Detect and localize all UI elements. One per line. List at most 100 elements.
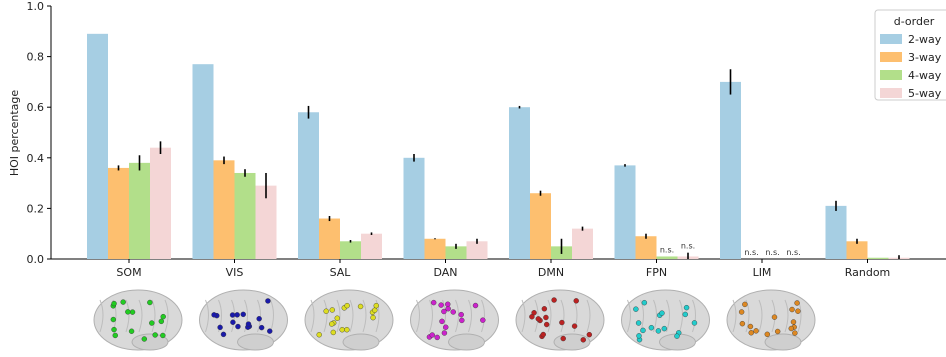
brain-render <box>515 289 605 351</box>
brain-node-dot <box>111 326 117 333</box>
bar-som-5-way <box>150 147 171 259</box>
brain-sulcus <box>481 299 485 333</box>
brain-render <box>726 289 816 351</box>
bar-dan-3-way <box>424 238 446 259</box>
brain-sulcus <box>164 299 169 333</box>
brain-node-dot <box>641 299 648 306</box>
brain-node-dot <box>636 333 642 339</box>
bar-random-3-way <box>846 241 868 259</box>
bar-dan-4-way <box>445 246 467 259</box>
brain-node-dot <box>443 324 449 330</box>
bars-group <box>87 33 910 260</box>
bar-dan-5-way <box>466 241 488 259</box>
brain-node-dot <box>111 300 117 307</box>
brain-node-dot <box>691 320 698 326</box>
bar-sal-5-way <box>361 233 382 259</box>
legend-label: 4-way <box>908 69 942 82</box>
x-tick-label: DAN <box>433 266 457 279</box>
brain-sulcus <box>151 299 156 333</box>
brain-cerebellum <box>448 333 485 351</box>
brain-node-dot <box>580 337 586 343</box>
brain-node-dot <box>128 328 135 334</box>
ns-annotation: n.s. <box>744 248 758 257</box>
legend-label: 3-way <box>908 51 942 64</box>
x-tick-label: SOM <box>116 266 141 279</box>
brain-node-dot <box>458 311 464 318</box>
brain-node-dot <box>445 306 451 312</box>
brain-node-dot <box>373 302 379 309</box>
brain-sulcus <box>138 299 143 333</box>
brain-node-dot <box>529 314 535 320</box>
brain-node-dot <box>459 317 465 324</box>
brain-node-dot <box>764 331 770 338</box>
brain-render <box>621 289 710 351</box>
brain-sulcus <box>349 299 354 333</box>
brain-node-dot <box>265 298 271 304</box>
brain-render <box>93 289 183 351</box>
brain-sulcus <box>375 299 380 333</box>
legend-label: 5-way <box>908 87 942 100</box>
bar-sal-3-way <box>319 218 340 259</box>
brain-node-dot <box>472 302 479 309</box>
brain-node-dot <box>771 314 778 320</box>
brain-node-dot <box>429 332 435 338</box>
brain-node-dot <box>329 307 335 313</box>
brain-node-dot <box>234 312 240 318</box>
brain-node-dot <box>559 319 565 326</box>
brain-sulcus <box>336 299 341 333</box>
brain-cerebellum <box>237 333 274 351</box>
brain-network-renders <box>93 289 816 351</box>
brain-node-dot <box>329 321 335 327</box>
brain-node-dot <box>110 316 117 323</box>
brain-node-dot <box>789 306 795 313</box>
y-tick-label: 0.0 <box>27 253 45 266</box>
brain-node-dot <box>112 332 118 339</box>
brain-node-dot <box>753 328 759 334</box>
brain-node-dot <box>434 334 440 341</box>
brain-sulcus <box>99 299 104 333</box>
legend: d-order 2-way 3-way 4-way 5-way <box>874 9 946 101</box>
bar-dan-2-way <box>403 157 425 259</box>
brain-node-dot <box>316 332 322 338</box>
brain-node-dot <box>551 297 557 303</box>
bar-dmn-2-way <box>509 107 530 259</box>
brain-sulcus <box>416 299 420 333</box>
brain-node-dot <box>535 316 542 322</box>
brain-node-dot <box>450 309 456 315</box>
brain-node-dot <box>543 321 550 328</box>
brain-node-dot <box>430 299 437 306</box>
brain-node-dot <box>480 317 486 323</box>
brain-node-dot <box>240 311 246 318</box>
ns-annotation: n.s. <box>786 248 800 257</box>
brain-sulcus <box>455 299 459 333</box>
brain-node-dot <box>125 309 131 315</box>
y-tick-label: 0.4 <box>27 152 45 165</box>
x-tick-label: DMN <box>538 266 564 279</box>
bar-random-4-way <box>867 257 889 259</box>
brain-node-dot <box>220 331 227 338</box>
brain-node-dot <box>739 320 746 327</box>
bar-fpn-4-way <box>656 256 678 259</box>
brain-node-dot <box>748 330 754 336</box>
brain-node-dot <box>573 298 579 304</box>
legend-title: d-order <box>894 15 935 28</box>
brain-node-dot <box>372 307 378 313</box>
bar-som-4-way <box>129 162 150 259</box>
brain-node-dot <box>445 301 451 307</box>
legend-label: 2-way <box>908 33 942 46</box>
brain-node-dot <box>659 310 665 316</box>
brain-sulcus <box>323 299 328 333</box>
brain-sulcus <box>692 299 696 333</box>
brain-node-dot <box>211 312 217 318</box>
brain-node-dot <box>543 314 549 321</box>
legend-swatch <box>880 88 902 98</box>
brain-node-dot <box>560 335 566 342</box>
brain-render <box>410 289 499 351</box>
bar-vis-3-way <box>213 160 235 259</box>
brain-node-dot <box>788 325 794 332</box>
brain-node-dot <box>160 332 166 339</box>
brain-sulcus <box>666 299 670 333</box>
brain-node-dot <box>344 327 350 333</box>
brain-node-dot <box>640 327 646 334</box>
